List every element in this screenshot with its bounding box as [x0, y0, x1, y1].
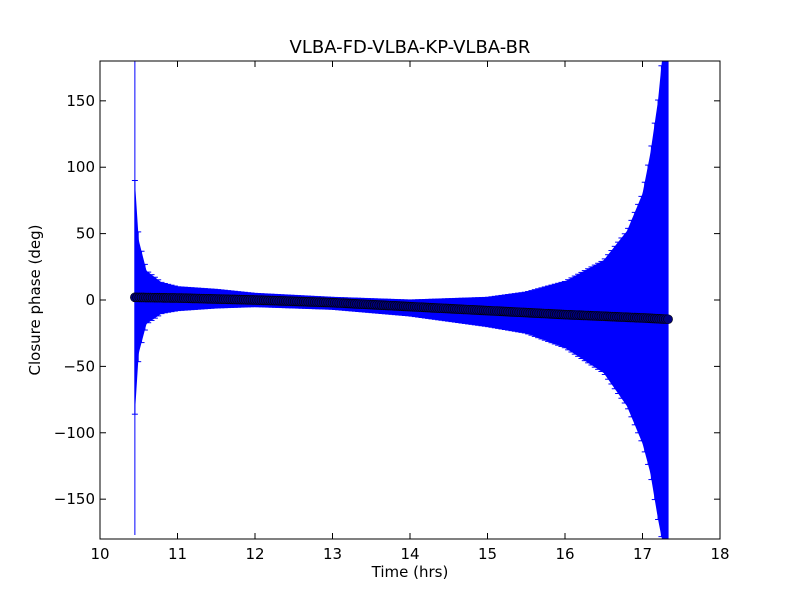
y-tick-label: −150 — [54, 490, 95, 508]
y-tick-label: 0 — [85, 291, 95, 309]
x-axis-title: Time (hrs) — [371, 563, 449, 581]
x-tick-label: 12 — [245, 545, 264, 563]
x-tick-label: 14 — [400, 545, 419, 563]
chart-title: VLBA-FD-VLBA-KP-VLBA-BR — [290, 37, 531, 58]
x-tick-label: 17 — [633, 545, 652, 563]
y-tick-label: −50 — [63, 357, 95, 375]
series-group — [130, 61, 673, 539]
x-tick-label: 15 — [478, 545, 497, 563]
y-tick-label: 100 — [66, 158, 95, 176]
x-tick-label: 18 — [710, 545, 729, 563]
y-tick-label: 50 — [76, 225, 95, 243]
x-tick-label: 13 — [323, 545, 342, 563]
x-tick-label: 16 — [555, 545, 574, 563]
x-tick-label: 11 — [168, 545, 187, 563]
y-axis-title: Closure phase (deg) — [26, 225, 44, 376]
data-point — [663, 314, 673, 325]
data-layer — [130, 61, 673, 539]
x-tick-label: 10 — [90, 545, 109, 563]
y-tick-label: −100 — [54, 424, 95, 442]
y-tick-label: 150 — [66, 92, 95, 110]
ticks-layer: 10 11 12 13 14 15 16 17 18 −150 −100 −50 0 50 100 150 — [54, 61, 730, 563]
